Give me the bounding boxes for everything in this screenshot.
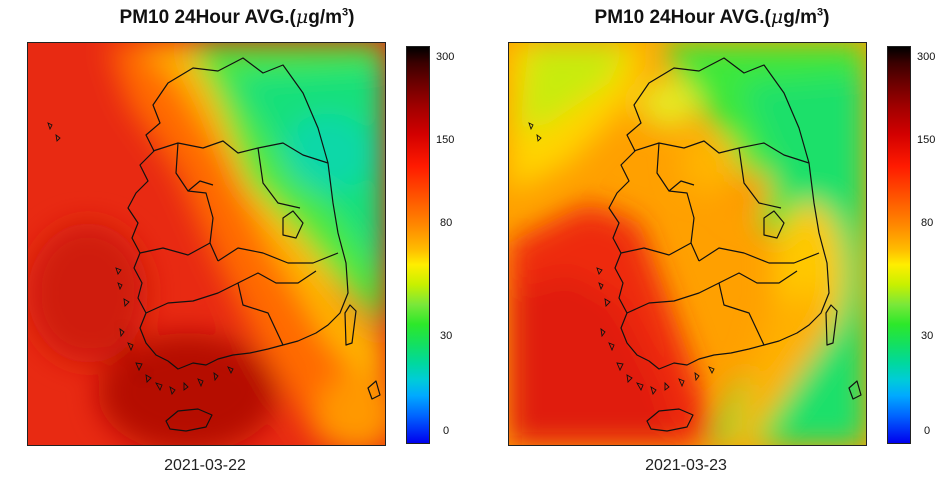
- colorbar-left: [406, 46, 430, 444]
- colorbar-tick: 0: [924, 425, 931, 437]
- colorbar-tick: 0: [443, 425, 450, 437]
- panel-2021-03-22: PM10 24Hour AVG.(μg/m3): [0, 0, 474, 487]
- map-title-left: PM10 24Hour AVG.(μg/m3): [119, 6, 355, 28]
- colorbar-tick: 300: [436, 51, 455, 63]
- colorbar-tick: 80: [440, 217, 453, 229]
- colorbar-tick: 80: [921, 217, 934, 229]
- pm10-map-right: [508, 42, 867, 446]
- panel-2021-03-23: PM10 24Hour AVG.(μg/m3): [475, 0, 949, 487]
- colorbar-tick: 150: [917, 134, 936, 146]
- colorbar-right: [887, 46, 911, 444]
- colorbar-tick: 300: [917, 51, 936, 63]
- pm10-map-left: [27, 42, 386, 446]
- map-title-right: PM10 24Hour AVG.(μg/m3): [594, 6, 830, 28]
- colorbar-tick: 30: [440, 330, 453, 342]
- colorbar-tick: 150: [436, 134, 455, 146]
- date-label-left: 2021-03-22: [164, 457, 246, 474]
- date-label-right: 2021-03-23: [645, 457, 727, 474]
- colorbar-tick: 30: [921, 330, 934, 342]
